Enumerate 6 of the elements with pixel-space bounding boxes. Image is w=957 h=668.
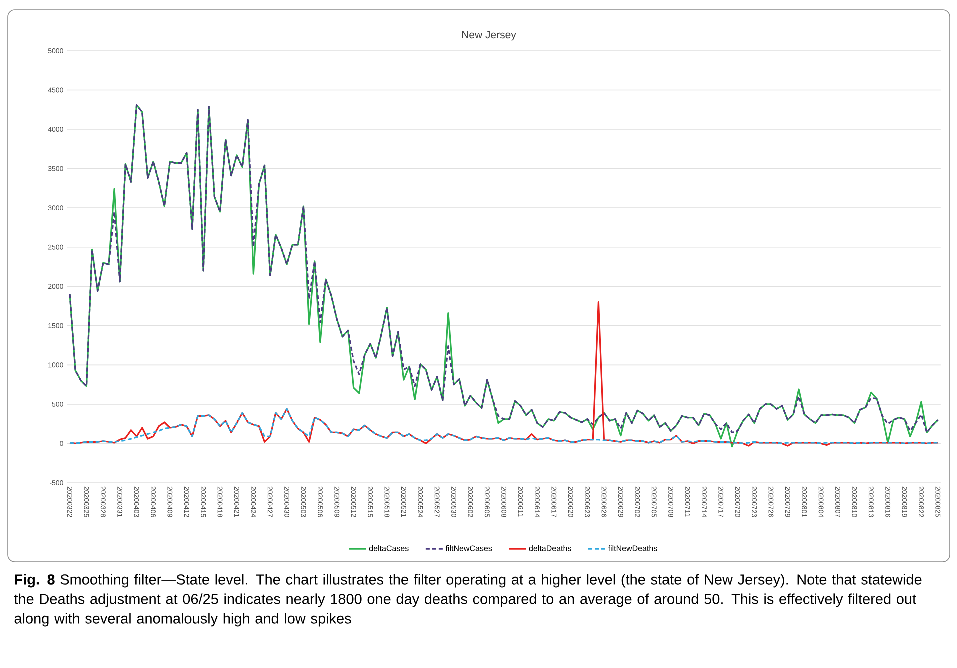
chart-title: New Jersey <box>462 31 516 41</box>
legend-label: filtNewDeaths <box>608 545 658 552</box>
legend-label: filtNewCases <box>446 545 492 552</box>
text: Fig. 8 Smoothing filter—State level. The chart illustrates the filter operating at a higher level (the state of New Jersey). Note that statewide the Deaths adjustment at 06/25 indicates nearly 1800 one day deaths compared to an average of around 50. This is effectively filtered out along with several anomalously high and low spikes <box>14 574 922 627</box>
legend-label: deltaDeaths <box>529 545 572 552</box>
legend-label: deltaCases <box>369 545 409 552</box>
